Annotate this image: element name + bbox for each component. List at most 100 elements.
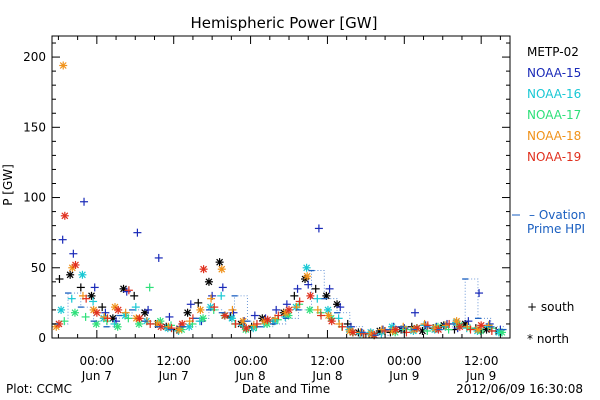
south-marker [154,253,163,262]
south-marker [217,291,226,300]
north-marker [60,211,69,220]
south-marker [130,291,139,300]
footer-timestamp: 2012/06/09 16:30:08 [456,382,583,396]
legend: METP-02 NOAA-15 NOAA-16 NOAA-17 NOAA-18 NOAA-… [527,45,581,164]
north-marker [413,324,422,333]
north-marker [204,277,213,286]
south-marker [317,311,326,320]
legend-item: NOAA-18 [527,129,581,143]
north-marker [196,305,205,314]
y-axis-label: P [GW] [1,164,15,206]
y-axis-ticks: 0 50 100 150 200 [23,42,510,345]
north-marker [215,258,224,267]
north-marker [217,265,226,274]
south-marker [218,283,227,292]
south-marker [146,319,155,328]
south-marker [76,283,85,292]
north-marker [455,322,464,331]
ovation-connector [55,293,69,325]
ovation-connector [285,309,300,319]
north-marker [227,314,236,323]
north-marker [113,322,122,331]
south-marker [67,294,76,303]
south-marker [145,283,154,292]
ovation-connector [452,279,466,325]
x-tick-date-label: Jun 8 [311,369,342,383]
ovation-connector [196,309,210,319]
south-marker [304,280,313,289]
south-marker [124,314,133,323]
south-marker [131,303,140,312]
north-marker [54,319,63,328]
south-marker [103,314,112,323]
north-marker [242,324,251,333]
legend-item: NOAA-19 [527,150,581,164]
south-marker [293,284,302,293]
legend-item: NOAA-17 [527,108,581,122]
south-marker [69,249,78,258]
legend-item: NOAA-15 [527,66,581,80]
footer-credit: Plot: CCMC [6,382,72,396]
ovation-connector [80,306,95,322]
south-marker [58,235,67,244]
south-marker [98,303,107,312]
south-marker [231,319,240,328]
north-marker [92,319,101,328]
north-marker [391,325,400,334]
south-marker [487,326,496,335]
south-marker [402,328,411,337]
south-marker [90,283,99,292]
south-marker [311,284,320,293]
south-marker [295,297,304,306]
north-marker [305,305,314,314]
south-marker [55,275,64,284]
x-tick-time-label: 12:00 [156,354,191,368]
x-axis-label: Date and Time [242,382,330,396]
data-markers [52,61,506,340]
north-marker [78,270,87,279]
south-marker [381,326,390,335]
north-marker [349,328,358,337]
north-marker [239,317,248,326]
north-marker [452,317,461,326]
south-marker [338,322,347,331]
south-marker [466,325,475,334]
north-marker [199,265,208,274]
ovation-connector [375,329,389,336]
south-marker [121,308,130,317]
south-marker [82,294,91,303]
ovation-connector [362,331,376,336]
ovation-label-line1: – Ovation [529,208,586,222]
chart-title: Hemispheric Power [GW] [191,14,378,32]
x-tick-date-label: Jun 7 [158,369,189,383]
north-symbol-key: * north [527,332,569,346]
north-marker [477,321,486,330]
y-tick-label: 150 [23,120,46,134]
ovation-label-line2: Prime HPI [527,222,585,236]
north-marker [327,317,336,326]
plot-frame [51,35,511,339]
north-marker [183,308,192,317]
ovation-connector [272,318,287,325]
south-marker [313,294,322,303]
y-tick-label: 200 [23,50,46,64]
ovation-connector [311,270,325,299]
south-marker [410,308,419,317]
north-marker [114,305,123,314]
legend-item: NOAA-16 [527,87,581,101]
north-marker [322,291,331,300]
ovation-connector [260,323,274,328]
south-symbol-key: + south [527,300,574,314]
south-marker [464,317,473,326]
ovation-connector [68,292,82,308]
south-marker [313,305,322,314]
south-marker [359,329,368,338]
ovation-connector [337,312,351,327]
south-marker [144,305,153,314]
north-marker [59,61,68,70]
south-marker [336,303,345,312]
north-marker [57,305,66,314]
x-tick-date-label: Jun 9 [465,369,496,383]
south-marker [250,311,259,320]
